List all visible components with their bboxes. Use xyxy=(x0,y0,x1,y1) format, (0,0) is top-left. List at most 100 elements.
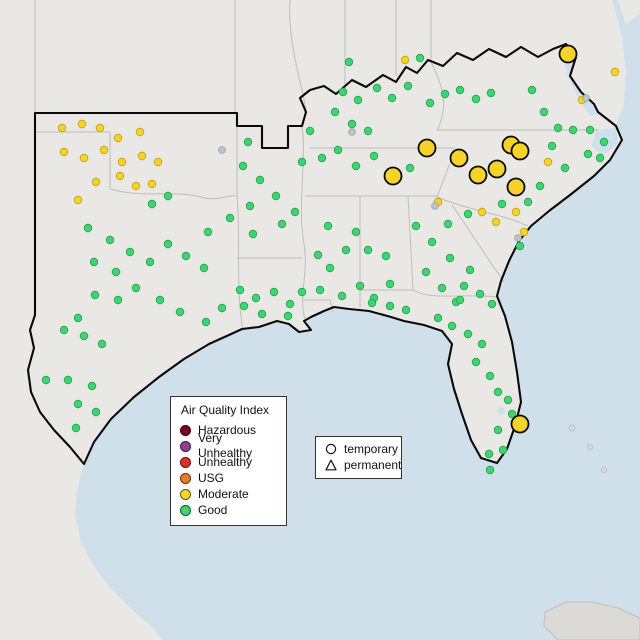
station-good-permanent[interactable] xyxy=(507,409,517,419)
station-good-permanent[interactable] xyxy=(175,307,185,317)
station-moderate-temporary[interactable] xyxy=(417,138,437,158)
station-moderate-permanent[interactable] xyxy=(115,171,125,181)
station-moderate-permanent[interactable] xyxy=(519,227,529,237)
station-moderate-permanent[interactable] xyxy=(57,123,67,133)
station-good-permanent[interactable] xyxy=(477,339,487,349)
station-moderate-temporary[interactable] xyxy=(510,141,530,161)
station-good-permanent[interactable] xyxy=(595,153,605,163)
station-good-permanent[interactable] xyxy=(351,161,361,171)
station-good-permanent[interactable] xyxy=(71,423,81,433)
station-good-permanent[interactable] xyxy=(97,339,107,349)
station-good-permanent[interactable] xyxy=(333,145,343,155)
station-moderate-permanent[interactable] xyxy=(543,157,553,167)
station-good-permanent[interactable] xyxy=(337,291,347,301)
station-good-permanent[interactable] xyxy=(535,181,545,191)
station-good-permanent[interactable] xyxy=(257,309,267,319)
station-good-permanent[interactable] xyxy=(547,141,557,151)
station-good-permanent[interactable] xyxy=(155,295,165,305)
station-missing-data[interactable] xyxy=(348,128,356,136)
station-good-permanent[interactable] xyxy=(63,375,73,385)
station-good-permanent[interactable] xyxy=(87,381,97,391)
station-good-permanent[interactable] xyxy=(73,313,83,323)
station-moderate-permanent[interactable] xyxy=(59,147,69,157)
station-good-permanent[interactable] xyxy=(463,209,473,219)
station-good-permanent[interactable] xyxy=(498,445,508,455)
station-good-permanent[interactable] xyxy=(317,153,327,163)
station-moderate-temporary[interactable] xyxy=(487,159,507,179)
station-good-permanent[interactable] xyxy=(443,219,453,229)
station-moderate-permanent[interactable] xyxy=(99,145,109,155)
station-good-permanent[interactable] xyxy=(427,237,437,247)
station-good-permanent[interactable] xyxy=(355,281,365,291)
station-good-permanent[interactable] xyxy=(217,303,227,313)
station-good-permanent[interactable] xyxy=(415,53,425,63)
station-good-permanent[interactable] xyxy=(369,151,379,161)
station-moderate-permanent[interactable] xyxy=(135,127,145,137)
station-good-permanent[interactable] xyxy=(238,161,248,171)
station-moderate-permanent[interactable] xyxy=(77,119,87,129)
station-good-permanent[interactable] xyxy=(315,285,325,295)
station-good-permanent[interactable] xyxy=(568,125,578,135)
station-good-permanent[interactable] xyxy=(381,251,391,261)
station-good-permanent[interactable] xyxy=(344,57,354,67)
station-good-permanent[interactable] xyxy=(493,425,503,435)
station-good-permanent[interactable] xyxy=(283,311,293,321)
station-moderate-temporary[interactable] xyxy=(468,165,488,185)
station-good-permanent[interactable] xyxy=(471,94,481,104)
station-good-permanent[interactable] xyxy=(372,83,382,93)
station-moderate-permanent[interactable] xyxy=(131,181,141,191)
station-good-permanent[interactable] xyxy=(271,191,281,201)
station-good-permanent[interactable] xyxy=(445,253,455,263)
station-moderate-temporary[interactable] xyxy=(558,44,578,64)
station-good-permanent[interactable] xyxy=(79,331,89,341)
station-good-permanent[interactable] xyxy=(411,221,421,231)
station-good-permanent[interactable] xyxy=(305,126,315,136)
station-good-permanent[interactable] xyxy=(405,163,415,173)
station-good-permanent[interactable] xyxy=(455,85,465,95)
station-missing-data[interactable] xyxy=(431,202,439,210)
station-good-permanent[interactable] xyxy=(325,263,335,273)
station-good-permanent[interactable] xyxy=(125,247,135,257)
station-good-permanent[interactable] xyxy=(201,317,211,327)
station-good-permanent[interactable] xyxy=(487,299,497,309)
station-good-permanent[interactable] xyxy=(425,98,435,108)
station-good-permanent[interactable] xyxy=(403,81,413,91)
station-good-permanent[interactable] xyxy=(277,219,287,229)
station-good-permanent[interactable] xyxy=(560,163,570,173)
station-good-permanent[interactable] xyxy=(486,88,496,98)
station-good-permanent[interactable] xyxy=(583,149,593,159)
station-moderate-permanent[interactable] xyxy=(117,157,127,167)
station-good-permanent[interactable] xyxy=(387,93,397,103)
station-moderate-permanent[interactable] xyxy=(113,133,123,143)
station-good-permanent[interactable] xyxy=(497,199,507,209)
station-good-permanent[interactable] xyxy=(91,407,101,417)
station-good-permanent[interactable] xyxy=(338,87,348,97)
station-good-permanent[interactable] xyxy=(485,465,495,475)
station-moderate-temporary[interactable] xyxy=(510,414,530,434)
station-missing-data[interactable] xyxy=(514,234,522,242)
station-good-permanent[interactable] xyxy=(203,227,213,237)
station-good-permanent[interactable] xyxy=(225,213,235,223)
station-moderate-permanent[interactable] xyxy=(147,179,157,189)
station-moderate-permanent[interactable] xyxy=(610,67,620,77)
station-good-permanent[interactable] xyxy=(73,399,83,409)
station-good-permanent[interactable] xyxy=(243,137,253,147)
station-good-permanent[interactable] xyxy=(465,265,475,275)
station-good-permanent[interactable] xyxy=(297,157,307,167)
station-good-permanent[interactable] xyxy=(111,267,121,277)
station-good-permanent[interactable] xyxy=(475,289,485,299)
station-moderate-permanent[interactable] xyxy=(95,123,105,133)
station-good-permanent[interactable] xyxy=(523,197,533,207)
station-missing-data[interactable] xyxy=(218,146,226,154)
station-good-permanent[interactable] xyxy=(527,85,537,95)
station-good-permanent[interactable] xyxy=(90,290,100,300)
station-good-permanent[interactable] xyxy=(323,221,333,231)
station-good-permanent[interactable] xyxy=(440,89,450,99)
station-good-permanent[interactable] xyxy=(363,126,373,136)
station-good-permanent[interactable] xyxy=(363,245,373,255)
station-good-permanent[interactable] xyxy=(351,227,361,237)
station-good-permanent[interactable] xyxy=(459,281,469,291)
station-good-permanent[interactable] xyxy=(385,279,395,289)
station-good-permanent[interactable] xyxy=(59,325,69,335)
station-good-permanent[interactable] xyxy=(41,375,51,385)
